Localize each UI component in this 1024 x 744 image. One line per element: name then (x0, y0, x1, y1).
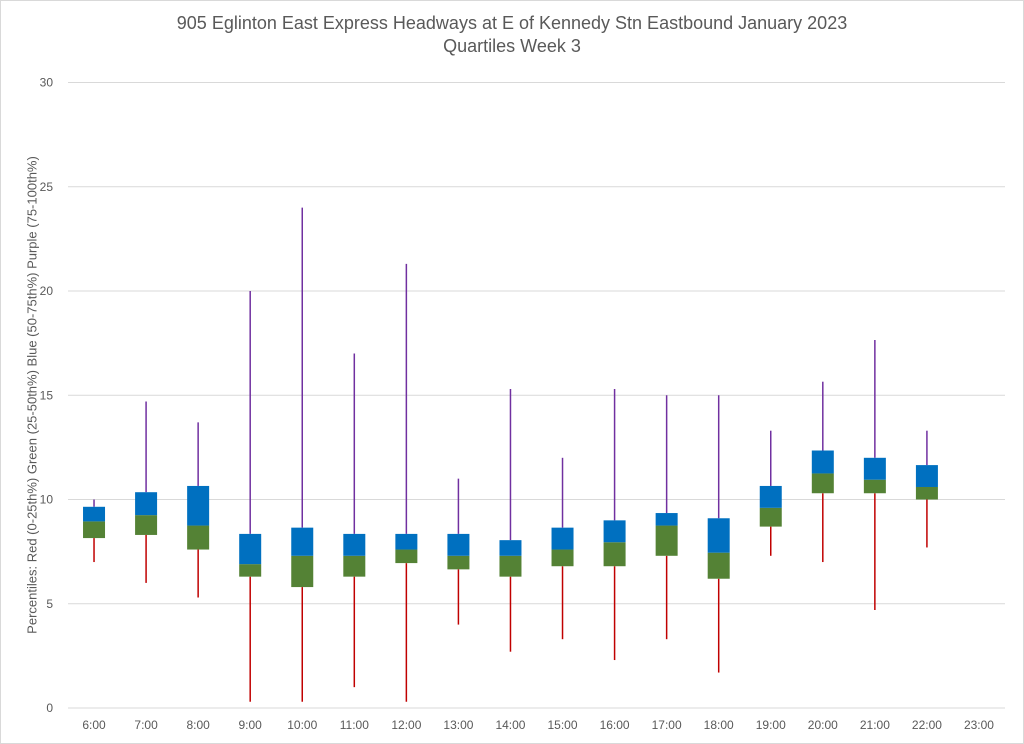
x-tick-label: 14:00 (495, 718, 525, 732)
box-lower-quartile (187, 525, 210, 550)
box-lower-quartile (759, 507, 782, 527)
box-lower-quartile (291, 555, 314, 588)
box-lower-quartile (915, 486, 938, 500)
box-upper-quartile (499, 540, 522, 556)
box-lower-quartile (551, 549, 574, 567)
box-upper-quartile (655, 513, 678, 526)
box-lower-quartile (83, 521, 106, 539)
x-tick-label: 22:00 (912, 718, 942, 732)
box-upper-quartile (811, 450, 834, 474)
x-tick-label: 16:00 (600, 718, 630, 732)
box-lower-quartile (655, 525, 678, 556)
box-upper-quartile (239, 533, 262, 565)
box-lower-quartile (707, 552, 730, 579)
x-tick-label: 9:00 (239, 718, 263, 732)
box-lower-quartile (395, 549, 418, 564)
chart-title: 905 Eglinton East Express Headways at E … (0, 12, 1024, 58)
box-lower-quartile (603, 542, 626, 567)
y-tick-label: 10 (40, 493, 54, 507)
box-upper-quartile (863, 457, 886, 480)
box-upper-quartile (187, 485, 210, 526)
x-tick-label: 10:00 (287, 718, 317, 732)
box-lower-quartile (447, 555, 470, 570)
x-tick-label: 21:00 (860, 718, 890, 732)
x-tick-label: 8:00 (186, 718, 210, 732)
box-upper-quartile (343, 533, 366, 556)
box-lower-quartile (343, 555, 366, 577)
y-tick-label: 0 (46, 701, 53, 715)
y-tick-label: 20 (40, 284, 54, 298)
y-tick-label: 5 (46, 597, 53, 611)
box-upper-quartile (447, 533, 470, 556)
x-tick-label: 13:00 (443, 718, 473, 732)
box-upper-quartile (83, 506, 106, 522)
box-lower-quartile (499, 555, 522, 577)
box-upper-quartile (395, 533, 418, 550)
box-upper-quartile (135, 492, 158, 516)
box-upper-quartile (291, 527, 314, 556)
x-tick-label: 7:00 (134, 718, 158, 732)
y-tick-label: 15 (40, 388, 54, 402)
y-tick-label: 25 (40, 180, 54, 194)
box-upper-quartile (759, 485, 782, 508)
box-upper-quartile (603, 520, 626, 543)
x-tick-label: 6:00 (82, 718, 106, 732)
box-upper-quartile (551, 527, 574, 550)
x-tick-label: 18:00 (704, 718, 734, 732)
y-tick-label: 30 (40, 76, 54, 90)
box-upper-quartile (915, 465, 938, 487)
x-tick-label: 12:00 (391, 718, 421, 732)
chart-title-main: 905 Eglinton East Express Headways at E … (176, 13, 848, 33)
box-upper-quartile (707, 518, 730, 553)
x-tick-label: 17:00 (652, 718, 682, 732)
x-tick-label: 15:00 (548, 718, 578, 732)
chart-subtitle: Quartiles Week 3 (443, 36, 581, 56)
box-lower-quartile (135, 515, 158, 535)
x-tick-label: 19:00 (756, 718, 786, 732)
box-lower-quartile (863, 479, 886, 494)
x-tick-label: 11:00 (340, 718, 369, 732)
x-tick-label: 20:00 (808, 718, 838, 732)
box-lower-quartile (811, 473, 834, 494)
x-tick-label: 23:00 (964, 718, 994, 732)
box-lower-quartile (239, 564, 262, 577)
